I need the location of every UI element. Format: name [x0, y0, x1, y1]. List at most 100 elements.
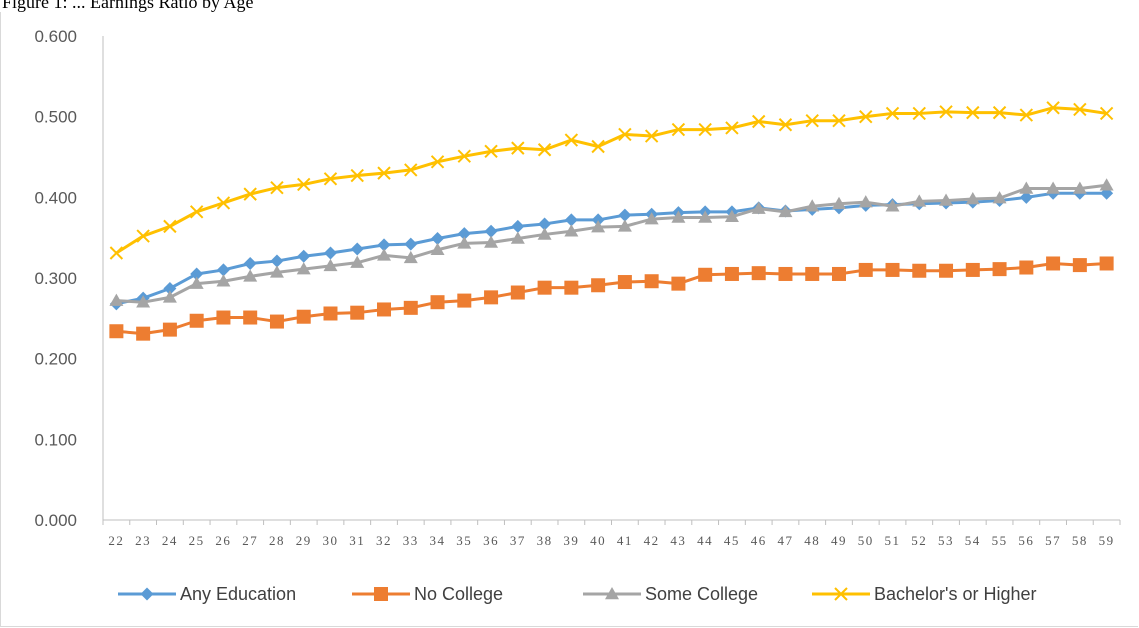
data-point-some-college: [965, 191, 980, 205]
x-tick-label: 31: [349, 533, 365, 548]
data-point-some-college: [805, 199, 820, 212]
data-point-bachelor-s-or-higher: [832, 113, 846, 128]
data-point-any-education: [404, 237, 418, 251]
y-tick-label: 0.200: [34, 350, 77, 369]
data-point-bachelor-s-or-higher: [618, 127, 632, 142]
y-tick-label: 0.400: [34, 188, 77, 207]
data-point-some-college: [912, 194, 927, 207]
data-point-bachelor-s-or-higher: [243, 187, 257, 201]
data-point-bachelor-s-or-higher: [1099, 106, 1114, 121]
legend-marker: [140, 587, 154, 601]
data-point-any-education: [564, 213, 578, 227]
chart-axes: 0.000 0.100 0.200 0.300 0.400 0.500 0.600 22 23 2…: [34, 27, 1121, 548]
legend-label: Any Education: [180, 584, 296, 604]
y-tick-label: 0.500: [34, 108, 77, 127]
data-point-no-college: [698, 267, 713, 282]
data-point-bachelor-s-or-higher: [189, 205, 204, 219]
data-point-some-college: [751, 201, 766, 214]
data-point-no-college: [591, 278, 606, 293]
x-tick-label: 29: [296, 533, 312, 548]
data-point-any-education: [431, 231, 445, 245]
data-point-bachelor-s-or-higher: [511, 141, 525, 155]
x-tick-label: 24: [162, 533, 178, 548]
data-point-bachelor-s-or-higher: [564, 133, 579, 147]
data-point-bachelor-s-or-higher: [698, 122, 712, 137]
x-tick-label: 34: [430, 533, 446, 548]
data-point-no-college: [965, 262, 980, 277]
data-point-any-education: [377, 238, 391, 252]
data-point-some-college: [430, 242, 445, 256]
data-point-no-college: [564, 280, 579, 295]
x-tick-label: 41: [617, 533, 633, 548]
series-line-some-college: [116, 183, 1107, 304]
legend-item-any-education: Any Education: [118, 584, 296, 604]
data-point-no-college: [136, 326, 151, 341]
data-point-no-college: [724, 266, 739, 281]
data-point-some-college: [109, 293, 124, 306]
data-point-no-college: [912, 263, 927, 278]
data-point-some-college: [939, 193, 954, 206]
data-point-any-education: [511, 219, 525, 233]
legend-marker: [374, 587, 388, 601]
data-point-any-education: [591, 213, 605, 227]
x-tick-label: 32: [376, 533, 392, 548]
data-point-no-college: [537, 280, 552, 295]
x-tick-label: 45: [724, 533, 740, 548]
data-point-no-college: [1072, 258, 1087, 273]
data-point-some-college: [885, 199, 900, 212]
data-point-any-education: [163, 281, 177, 295]
data-point-some-college: [1046, 181, 1061, 194]
data-point-no-college: [162, 322, 177, 337]
data-point-bachelor-s-or-higher: [109, 246, 124, 260]
data-point-bachelor-s-or-higher: [885, 106, 900, 121]
data-point-some-college: [377, 248, 392, 261]
data-point-bachelor-s-or-higher: [805, 113, 819, 128]
x-tick-label: 27: [242, 533, 258, 548]
x-tick-label: 56: [1018, 533, 1034, 548]
data-point-no-college: [992, 262, 1007, 277]
legend-item-no-college: No College: [352, 584, 503, 604]
data-point-no-college: [430, 295, 445, 310]
data-point-bachelor-s-or-higher: [270, 180, 284, 195]
data-point-bachelor-s-or-higher: [404, 163, 418, 177]
data-point-bachelor-s-or-higher: [966, 105, 980, 120]
data-point-bachelor-s-or-higher: [644, 129, 659, 143]
series-layer: [109, 101, 1114, 341]
x-tick-label: 44: [697, 533, 713, 548]
data-point-some-college: [136, 295, 151, 308]
x-tick-label: 40: [590, 533, 606, 548]
figure-caption: Figure 1: ... Earnings Ratio by Age: [2, 0, 254, 12]
data-point-any-education: [457, 227, 471, 241]
x-tick-label: 49: [831, 533, 847, 548]
data-point-no-college: [377, 302, 392, 317]
data-point-some-college: [617, 219, 632, 232]
data-point-any-education: [216, 263, 230, 277]
x-tick-label: 54: [965, 533, 981, 548]
data-point-no-college: [269, 314, 284, 329]
data-point-no-college: [189, 313, 204, 328]
data-point-bachelor-s-or-higher: [430, 155, 445, 169]
data-point-some-college: [216, 274, 231, 287]
y-tick-label: 0.100: [34, 430, 77, 449]
data-point-some-college: [243, 269, 258, 282]
data-point-some-college: [858, 195, 873, 208]
data-point-no-college: [1019, 260, 1034, 275]
data-point-bachelor-s-or-higher: [751, 114, 766, 129]
data-point-bachelor-s-or-higher: [484, 144, 498, 159]
x-tick-label: 36: [483, 533, 499, 548]
chart-legend: Any Education No College Some College Bache…: [118, 584, 1037, 604]
data-point-bachelor-s-or-higher: [136, 229, 150, 243]
legend-label: Bachelor's or Higher: [874, 584, 1037, 604]
data-point-any-education: [618, 208, 632, 222]
data-point-no-college: [1046, 256, 1061, 271]
data-point-any-education: [323, 246, 337, 260]
data-point-no-college: [403, 300, 418, 315]
x-tick-label: 37: [510, 533, 526, 548]
series-bachelor-s-or-higher: [109, 101, 1114, 260]
x-tick-label: 59: [1099, 533, 1115, 548]
data-point-some-college: [992, 191, 1007, 204]
series-line-bachelor-s-or-higher: [115, 106, 1107, 255]
data-point-bachelor-s-or-higher: [350, 168, 364, 183]
series-line-any-education: [116, 191, 1107, 306]
data-point-bachelor-s-or-higher: [912, 106, 926, 121]
